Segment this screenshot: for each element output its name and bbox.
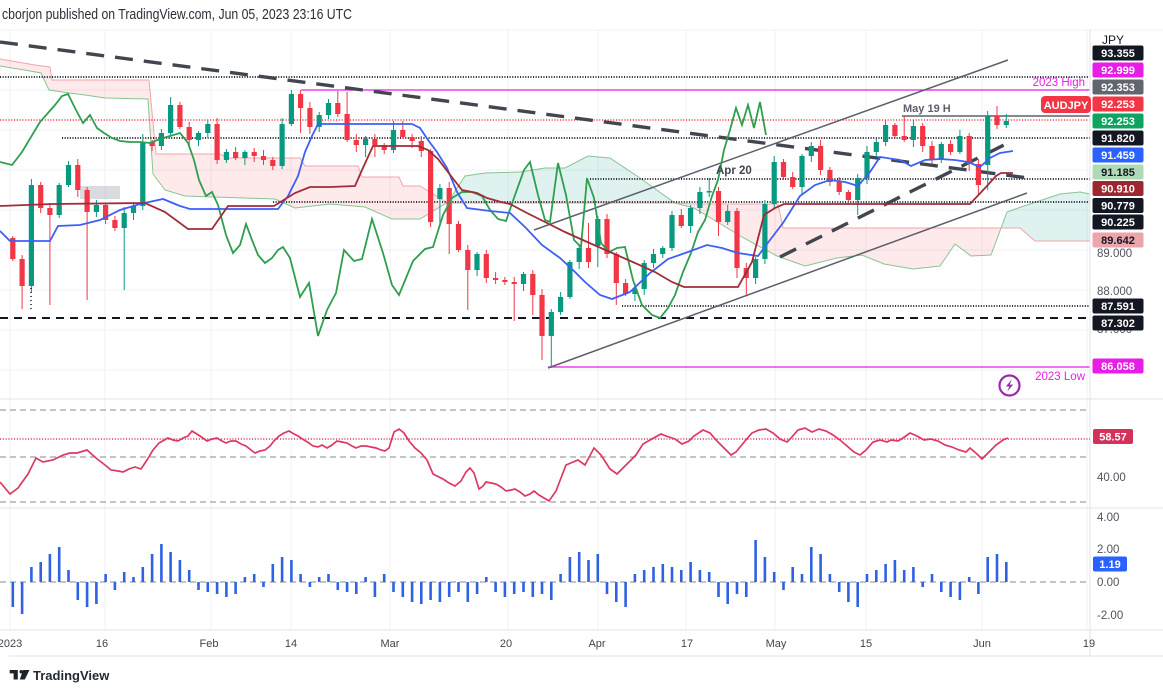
svg-text:AUDJPY: AUDJPY <box>1044 100 1089 112</box>
svg-text:40.00: 40.00 <box>1097 472 1126 484</box>
svg-text:92.353: 92.353 <box>1101 82 1135 94</box>
svg-text:May: May <box>766 638 787 650</box>
svg-text:2023 Low: 2023 Low <box>1035 371 1086 383</box>
svg-text:90.779: 90.779 <box>1101 201 1135 213</box>
svg-text:-2.00: -2.00 <box>1097 610 1123 622</box>
svg-text:91.459: 91.459 <box>1101 150 1135 162</box>
svg-text:87.302: 87.302 <box>1101 318 1135 330</box>
svg-text:Apr: Apr <box>588 638 605 650</box>
svg-text:86.058: 86.058 <box>1101 361 1135 373</box>
svg-text:17: 17 <box>681 638 693 650</box>
svg-text:4.00: 4.00 <box>1097 512 1119 524</box>
svg-text:19: 19 <box>1083 638 1095 650</box>
svg-text:TradingView: TradingView <box>33 668 110 683</box>
svg-text:May 19 H: May 19 H <box>903 103 951 115</box>
svg-text:Jun: Jun <box>973 638 991 650</box>
svg-text:87.591: 87.591 <box>1101 301 1135 313</box>
svg-text:92.253: 92.253 <box>1101 116 1135 128</box>
svg-text:2.00: 2.00 <box>1097 544 1119 556</box>
svg-text:0.00: 0.00 <box>1097 577 1119 589</box>
svg-text:58.57: 58.57 <box>1099 432 1127 444</box>
svg-text:91.820: 91.820 <box>1101 133 1135 145</box>
svg-text:Feb: Feb <box>200 638 219 650</box>
svg-text:2023 High: 2023 High <box>1033 77 1085 89</box>
svg-text:93.355: 93.355 <box>1101 48 1135 60</box>
svg-text:16: 16 <box>96 638 108 650</box>
svg-text:20: 20 <box>500 638 512 650</box>
svg-text:15: 15 <box>860 638 872 650</box>
svg-text:92.253: 92.253 <box>1101 99 1135 111</box>
svg-text:89.000: 89.000 <box>1097 248 1132 260</box>
svg-text:cborjon published on TradingVi: cborjon published on TradingView.com, Ju… <box>2 7 352 23</box>
svg-text:89.642: 89.642 <box>1101 235 1135 247</box>
svg-text:Mar: Mar <box>381 638 400 650</box>
svg-text:14: 14 <box>285 638 297 650</box>
svg-text:88.000: 88.000 <box>1097 286 1132 298</box>
svg-text:91.185: 91.185 <box>1101 167 1135 179</box>
svg-text:Apr 20: Apr 20 <box>716 165 752 177</box>
svg-text:2023: 2023 <box>0 638 22 650</box>
svg-text:1.19: 1.19 <box>1099 559 1120 571</box>
svg-text:90.225: 90.225 <box>1101 217 1135 229</box>
svg-text:JPY: JPY <box>1102 33 1124 47</box>
svg-text:90.910: 90.910 <box>1101 184 1135 196</box>
svg-text:92.999: 92.999 <box>1101 65 1135 77</box>
